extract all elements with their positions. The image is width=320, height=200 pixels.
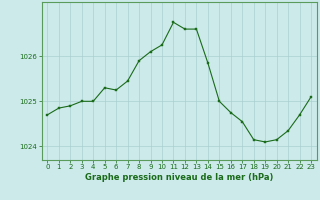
X-axis label: Graphe pression niveau de la mer (hPa): Graphe pression niveau de la mer (hPa): [85, 173, 273, 182]
